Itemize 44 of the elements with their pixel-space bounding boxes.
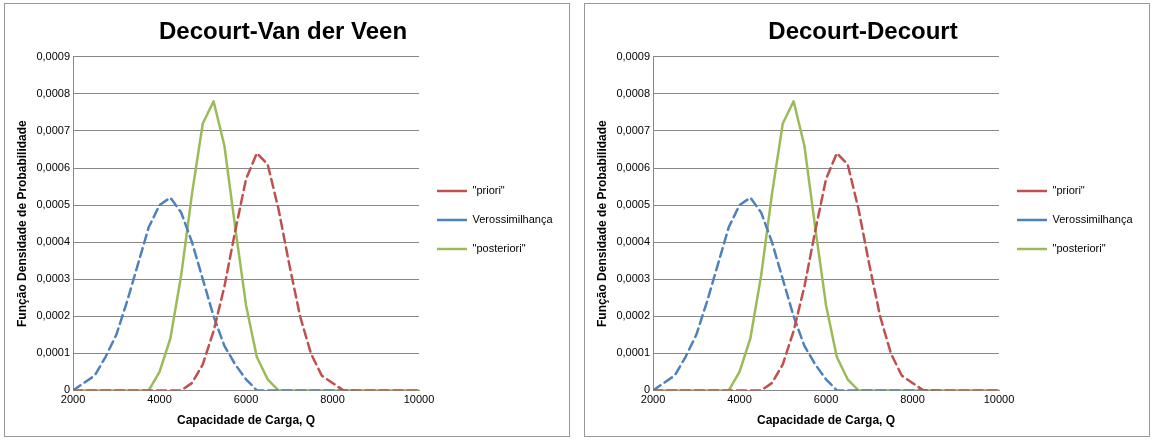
x-tick-label: 2000 xyxy=(60,393,86,406)
x-tick-label: 2000 xyxy=(640,393,666,406)
chart-title: Decourt-Decourt xyxy=(768,17,958,45)
y-tick-label: 0,0005 xyxy=(616,198,651,211)
legend-label: "priori" xyxy=(1052,184,1085,197)
x-tick-label: 8000 xyxy=(320,393,345,406)
y-axis-title: Função Densidade de Probabilidade xyxy=(594,119,609,327)
x-axis-title: Capacidade de Carga, Q xyxy=(757,413,896,428)
y-tick-label: 0,0003 xyxy=(36,272,71,285)
y-tick-label: 0,0009 xyxy=(616,49,651,62)
y-tick-label: 0,0002 xyxy=(36,309,71,322)
legend-label: "posteriori" xyxy=(472,242,526,255)
y-tick-label: 0,0009 xyxy=(36,49,71,62)
y-tick-label: 0,0003 xyxy=(616,272,651,285)
legend-label: Verossimilhança xyxy=(472,213,554,226)
x-tick-label: 6000 xyxy=(233,393,259,406)
x-tick-label: 10000 xyxy=(403,393,435,406)
y-tick-label: 0,0006 xyxy=(616,161,651,174)
x-tick-label: 10000 xyxy=(983,393,1015,406)
y-tick-label: 0,0007 xyxy=(616,123,651,136)
y-tick-label: 0,0004 xyxy=(616,235,651,248)
y-tick-label: 0 xyxy=(63,383,71,396)
y-tick-label: 0 xyxy=(643,383,651,396)
line-series xyxy=(653,151,999,391)
x-tick-label: 8000 xyxy=(900,393,925,406)
legend-label: "posteriori" xyxy=(1052,242,1106,255)
y-tick-label: 0,0005 xyxy=(36,198,71,211)
y-tick-label: 0,0001 xyxy=(36,346,71,359)
x-axis-title: Capacidade de Carga, Q xyxy=(177,413,316,428)
y-axis-title: Função Densidade de Probabilidade xyxy=(14,119,29,327)
legend-label: Verossimilhança xyxy=(1052,213,1134,226)
legend-label: "priori" xyxy=(472,184,505,197)
x-tick-label: 6000 xyxy=(813,393,839,406)
y-tick-label: 0,0008 xyxy=(36,86,71,99)
y-tick-label: 0,0007 xyxy=(36,123,71,136)
y-tick-label: 0,0004 xyxy=(36,235,71,248)
y-tick-label: 0,0006 xyxy=(36,161,71,174)
x-tick-label: 4000 xyxy=(727,393,752,406)
line-series xyxy=(73,151,419,391)
y-tick-label: 0,0008 xyxy=(616,86,651,99)
chart-title: Decourt-Van der Veen xyxy=(158,17,408,45)
x-tick-label: 4000 xyxy=(147,393,172,406)
y-tick-label: 0,0002 xyxy=(616,309,651,322)
y-tick-label: 0,0001 xyxy=(616,346,651,359)
